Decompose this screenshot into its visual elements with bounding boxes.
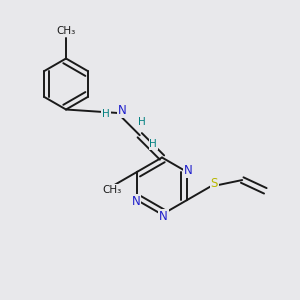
Text: N: N bbox=[131, 195, 140, 208]
Text: CH₃: CH₃ bbox=[56, 26, 76, 36]
Text: H: H bbox=[102, 110, 110, 119]
Text: H: H bbox=[138, 117, 146, 127]
Text: N: N bbox=[184, 164, 193, 177]
Text: S: S bbox=[211, 177, 218, 190]
Text: CH₃: CH₃ bbox=[103, 185, 122, 195]
Text: N: N bbox=[118, 104, 126, 117]
Text: N: N bbox=[159, 209, 168, 223]
Text: H: H bbox=[149, 139, 157, 149]
